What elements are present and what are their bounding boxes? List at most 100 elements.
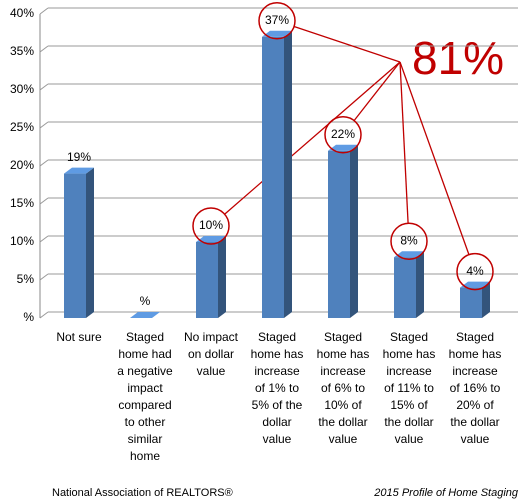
bar <box>196 236 226 318</box>
x-tick-label: on dollar <box>188 347 234 361</box>
value-label: 8% <box>400 233 418 247</box>
bar-top <box>328 144 358 151</box>
callout-circle <box>456 252 494 291</box>
bar-side <box>350 144 358 318</box>
x-tick-label: of 1% to <box>255 381 299 395</box>
x-tick-label: impact <box>127 381 163 395</box>
x-tick-label: No impact <box>184 330 239 344</box>
annotation: 81% <box>412 32 504 84</box>
bar-top <box>460 281 490 288</box>
x-tick-label: Staged <box>390 330 428 344</box>
value-label: 10% <box>199 218 223 232</box>
bar-top <box>394 251 424 258</box>
x-tick-label: the dollar <box>318 415 367 429</box>
y-tick-label: 30% <box>10 82 34 96</box>
x-tick-label: value <box>461 432 490 446</box>
bar <box>460 281 490 318</box>
x-tick-label: Staged <box>324 330 362 344</box>
bar-side <box>284 30 292 319</box>
x-tick-label: the dollar <box>384 415 433 429</box>
grid-tick <box>39 121 49 129</box>
bar-top <box>196 236 226 242</box>
grid-tick <box>39 7 49 15</box>
x-tick-label: Staged <box>258 330 296 344</box>
x-tick-label: 5% of the <box>252 398 303 412</box>
x-tick-label: compared <box>118 398 171 412</box>
bar-front <box>394 257 416 318</box>
x-tick-label: home has <box>251 347 304 361</box>
grid-tick <box>39 311 49 319</box>
y-tick-label: 15% <box>10 196 34 210</box>
bar-front <box>328 150 350 318</box>
x-tick-label: 15% of <box>390 398 428 412</box>
x-tick-label: 10% of <box>324 398 362 412</box>
bar-front <box>64 173 86 318</box>
grid-tick <box>39 159 49 167</box>
value-label: 4% <box>466 264 484 278</box>
x-tick-label: value <box>263 432 292 446</box>
x-tick-label: increase <box>320 364 366 378</box>
bar-side <box>416 251 424 318</box>
grid-tick <box>39 197 49 205</box>
x-tick-label: increase <box>254 364 300 378</box>
x-tick-label: 20% of <box>456 398 494 412</box>
y-tick-label: 35% <box>10 44 34 58</box>
x-tick-label: dollar <box>262 415 291 429</box>
y-tick-label: 40% <box>10 6 34 20</box>
x-tick-label: home <box>130 449 160 463</box>
bar <box>328 144 358 318</box>
x-tick-label: Not sure <box>56 330 102 344</box>
callout-circle <box>390 222 428 260</box>
bar <box>394 251 424 318</box>
x-tick-label: value <box>197 364 226 378</box>
callout-line <box>399 61 409 224</box>
y-tick-label: % <box>23 310 34 324</box>
x-tick-label: home has <box>449 347 502 361</box>
x-tick-label: home has <box>317 347 370 361</box>
x-tick-label: Staged <box>456 330 494 344</box>
x-tick-label: to other <box>125 415 166 429</box>
callout-circle <box>324 116 362 154</box>
x-tick-label: increase <box>386 364 432 378</box>
bar-front <box>196 242 218 318</box>
x-tick-label: the dollar <box>450 415 499 429</box>
bar-top <box>130 312 160 318</box>
source: National Association of REALTORS® <box>52 487 233 499</box>
callout-line <box>224 61 401 215</box>
bar-top <box>262 30 292 37</box>
grid-tick <box>39 273 49 281</box>
x-tick-label: of 16% to <box>450 381 501 395</box>
x-tick-label: increase <box>452 364 498 378</box>
callout-circle <box>192 207 230 245</box>
x-tick-label: a negative <box>117 364 173 378</box>
y-tick-label: 5% <box>17 272 35 286</box>
grid-tick <box>39 83 49 91</box>
callout-line <box>399 61 470 255</box>
bar-front <box>460 287 482 318</box>
x-tick-label: Staged <box>126 330 164 344</box>
bar-front <box>262 36 284 319</box>
callout-circle <box>258 2 296 40</box>
grid-tick <box>39 45 49 53</box>
y-tick-label: 25% <box>10 120 34 134</box>
grid-tick <box>39 235 49 243</box>
x-tick-label: value <box>329 432 358 446</box>
bar-side <box>86 167 94 318</box>
y-tick-label: 10% <box>10 234 34 248</box>
bar <box>64 167 94 318</box>
x-tick-label: of 11% to <box>384 381 434 395</box>
x-tick-label: of 6% to <box>321 381 365 395</box>
x-tick-label: similar <box>128 432 163 446</box>
report: 2015 Profile of Home Staging <box>373 487 519 499</box>
value-label: 22% <box>331 127 355 141</box>
value-label: 37% <box>265 13 289 27</box>
bar <box>262 30 292 319</box>
x-tick-label: home had <box>118 347 171 361</box>
callout-line <box>293 25 401 63</box>
bar-side <box>482 281 490 318</box>
bar-top <box>64 167 94 174</box>
x-tick-label: value <box>395 432 424 446</box>
y-tick-label: 20% <box>10 158 34 172</box>
bar <box>130 312 160 318</box>
